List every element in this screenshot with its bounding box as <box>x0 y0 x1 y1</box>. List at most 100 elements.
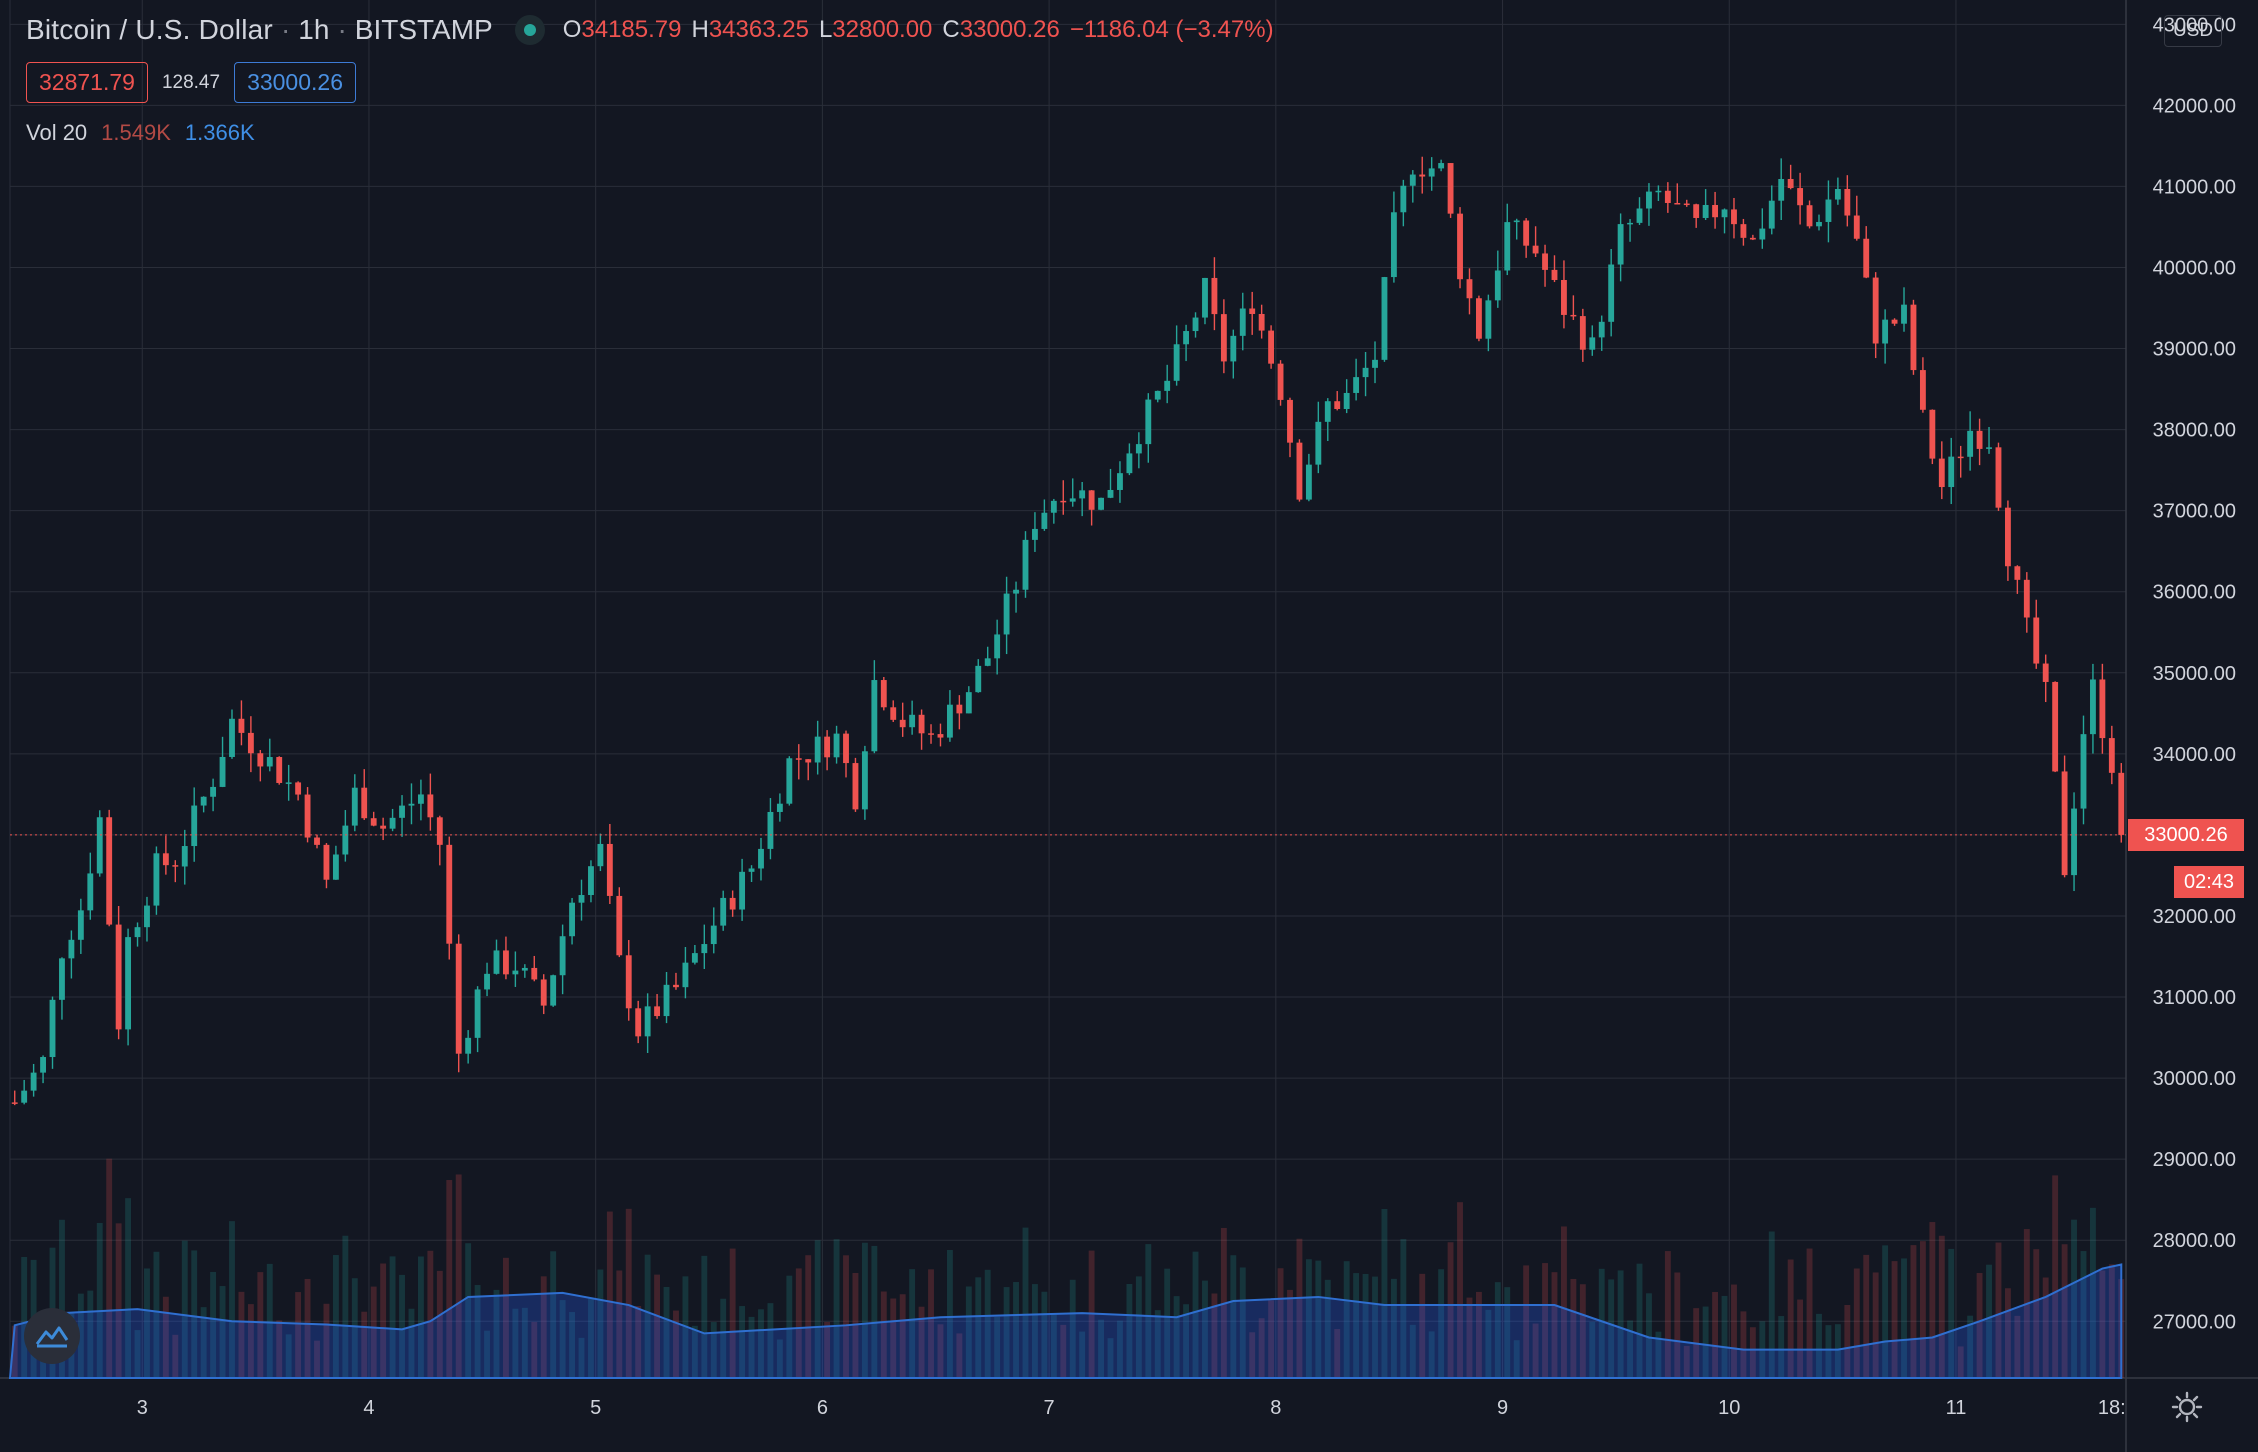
candle-body <box>210 786 217 797</box>
separator: · <box>337 14 347 45</box>
time-tick-label: 8 <box>1270 1397 1281 1419</box>
volume-bar <box>1334 1329 1341 1378</box>
candle-body <box>1353 377 1360 393</box>
volume-bar <box>370 1286 377 1378</box>
volume-bar <box>21 1257 28 1378</box>
time-axis[interactable]: 3 4 5 6 7 8 9 10 11 18: <box>137 1397 2126 1419</box>
candle-body <box>588 866 594 896</box>
candle-body <box>2071 808 2077 876</box>
price-tick-label: 41000.00 <box>2153 176 2236 198</box>
candle-body <box>1712 204 1719 218</box>
last-price-tag: 33000.26 <box>2128 818 2244 851</box>
volume-bar <box>1749 1327 1756 1378</box>
volume-bar <box>229 1221 235 1378</box>
candle-body <box>1117 473 1123 490</box>
volume-bar <box>1372 1276 1378 1378</box>
candle-body <box>266 757 273 767</box>
candle-body <box>1513 220 1520 223</box>
volume-bar <box>144 1268 150 1378</box>
open-value: 34185.79 <box>581 16 682 43</box>
candle-body <box>2090 679 2096 735</box>
candle-body <box>1995 447 2002 508</box>
candles <box>11 156 2125 1106</box>
volume-bar <box>833 1239 840 1378</box>
price-tick-label: 39000.00 <box>2153 339 2236 361</box>
currency-button[interactable]: USD <box>2164 15 2223 47</box>
market-status-icon[interactable] <box>514 15 545 45</box>
volume-bar <box>2108 1264 2115 1378</box>
candle-body <box>332 854 339 880</box>
tradingview-logo-icon[interactable] <box>24 1308 80 1364</box>
symbol-name[interactable]: Bitcoin / U.S. Dollar <box>26 14 273 45</box>
candle-body <box>928 733 934 735</box>
interval[interactable]: 1h <box>298 14 330 45</box>
volume-bar <box>1910 1245 1917 1378</box>
volume-bar <box>748 1316 755 1378</box>
candle-body <box>1409 174 1416 186</box>
volume-legend[interactable]: Vol 20 1.549K 1.366K <box>26 120 255 146</box>
candle-body <box>1126 453 1133 474</box>
volume-bar <box>918 1306 925 1378</box>
candle-body <box>1787 179 1794 189</box>
volume-bar <box>1664 1251 1671 1378</box>
volume-value: 1.549K <box>101 120 171 145</box>
volume-bar <box>361 1311 368 1378</box>
symbol-header[interactable]: Bitcoin / U.S. Dollar · 1h · BITSTAMP O3… <box>26 14 1274 46</box>
candle-body <box>720 897 727 926</box>
volume-bar <box>635 1305 642 1378</box>
volume-bars <box>11 1158 2125 1378</box>
candle-body <box>134 927 141 938</box>
volume-bar <box>720 1298 727 1378</box>
candle-body <box>257 753 264 767</box>
candle-body <box>1532 245 1539 254</box>
volume-bar <box>106 1158 113 1378</box>
candle-body <box>984 658 991 666</box>
buy-button[interactable]: 33000.26 <box>234 62 356 103</box>
high-value: 34363.25 <box>708 16 809 43</box>
volume-bar <box>1986 1264 1992 1378</box>
candle-body <box>455 943 462 1054</box>
volume-bar <box>984 1269 991 1378</box>
volume-bar <box>304 1278 311 1378</box>
candle-body <box>1069 498 1076 502</box>
volume-bar <box>2071 1219 2077 1378</box>
price-tick-label: 43000.00 <box>2153 14 2236 36</box>
settings-gear-icon[interactable] <box>2170 1390 2204 1424</box>
candle-body <box>1230 335 1237 362</box>
volume-bar <box>1561 1226 1567 1378</box>
exchange: BITSTAMP <box>354 14 493 45</box>
volume-bar <box>1126 1283 1133 1378</box>
close-value: 33000.26 <box>959 16 1060 43</box>
price-axis[interactable]: 43000.00 42000.00 41000.00 40000.00 39000.00… <box>2153 14 2236 1333</box>
candle-body <box>1872 277 1879 344</box>
candle-body <box>1797 188 1804 206</box>
volume-bar <box>550 1251 557 1378</box>
candle-body <box>153 853 160 906</box>
candle-body <box>956 704 963 714</box>
candle-body <box>399 805 405 818</box>
volume-bar <box>814 1240 821 1378</box>
volume-bar <box>1995 1242 2002 1378</box>
sell-button[interactable]: 32871.79 <box>26 62 148 103</box>
volume-bar <box>824 1321 831 1378</box>
price-tick-label: 32000.00 <box>2153 906 2236 928</box>
volume-bar <box>389 1256 396 1378</box>
volume-bar <box>1287 1289 1293 1378</box>
candle-body <box>1957 456 1964 459</box>
candle-body <box>465 1037 472 1054</box>
volume-bar <box>890 1298 897 1378</box>
candle-body <box>1135 444 1142 454</box>
candle-body <box>2080 734 2087 809</box>
time-tick-label: 4 <box>363 1397 374 1419</box>
volume-bar <box>805 1255 812 1378</box>
time-tick-label: 5 <box>590 1397 601 1419</box>
volume-bar <box>332 1255 339 1378</box>
volume-bar <box>1504 1287 1511 1378</box>
candle-body <box>975 665 982 693</box>
candle-body <box>77 910 84 940</box>
candle-body <box>1013 589 1019 594</box>
volume-bar <box>1324 1279 1331 1378</box>
candle-body <box>181 846 188 867</box>
candle-body <box>965 692 972 714</box>
